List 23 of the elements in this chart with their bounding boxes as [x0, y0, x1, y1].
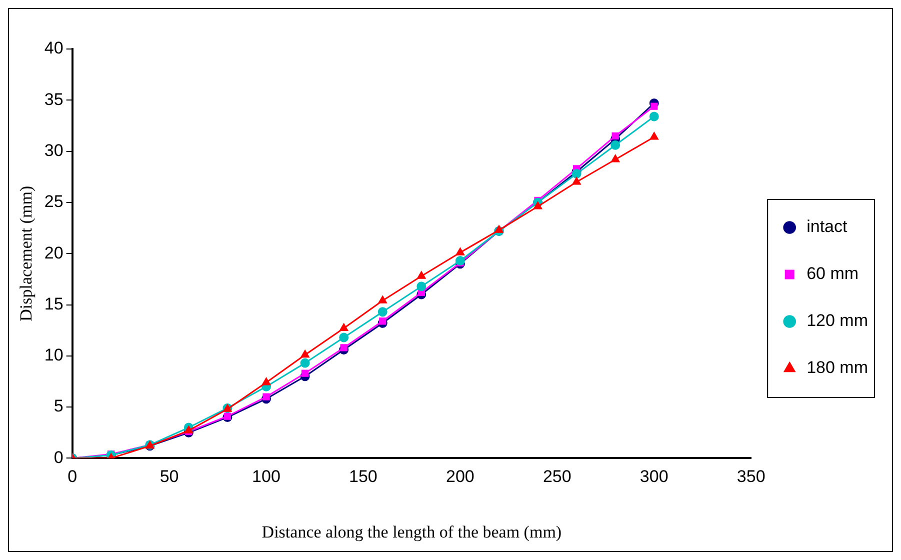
- x-tick-label: 100: [252, 467, 280, 486]
- y-tick-label: 30: [44, 140, 64, 160]
- legend-label: 60 mm: [806, 264, 859, 284]
- y-axis-title: Displacement (mm): [16, 186, 36, 322]
- x-tick-label: 250: [542, 467, 572, 486]
- x-tick-label: 350: [736, 467, 766, 486]
- y-tick-label: 20: [44, 243, 64, 262]
- y-tick-label: 10: [44, 346, 64, 365]
- x-tick-label: 200: [446, 467, 474, 486]
- legend-label: 120 mm: [806, 311, 868, 330]
- x-tick-label: 150: [349, 467, 378, 486]
- y-tick-label: 35: [44, 90, 64, 109]
- x-tick-label: 50: [160, 467, 179, 486]
- y-tick-label: 25: [44, 192, 64, 212]
- legend-label: 180 mm: [806, 358, 868, 378]
- x-axis-title: Distance along the length of the beam (mm): [262, 522, 562, 542]
- y-tick-label: 5: [54, 396, 64, 416]
- y-tick-label: 0: [54, 448, 64, 467]
- y-tick-label: 40: [44, 38, 64, 58]
- y-tick-label: 15: [44, 294, 64, 314]
- x-tick-label: 300: [640, 467, 668, 486]
- x-tick-label: 0: [68, 467, 78, 486]
- legend-label: intact: [806, 217, 848, 236]
